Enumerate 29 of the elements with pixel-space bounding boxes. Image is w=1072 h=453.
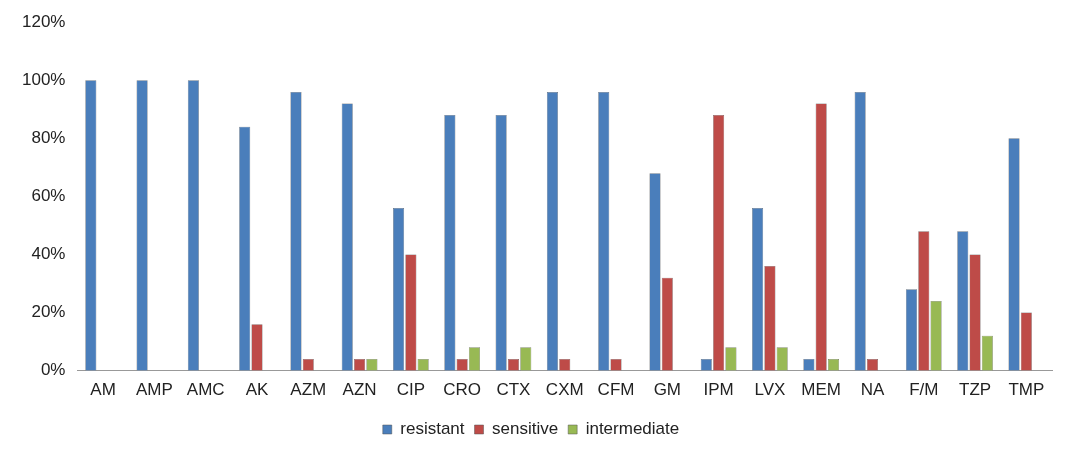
y-tick-label: 20% [31,302,66,322]
x-tick-label: TMP [1008,380,1045,400]
legend-label: resistant [400,419,465,439]
x-tick-label: TZP [959,380,992,400]
y-tick-label: 0% [40,360,66,380]
x-tick-label: IPM [703,380,734,400]
x-tick-label: LVX [754,380,786,400]
x-tick-label: AMC [186,380,225,400]
x-tick-label: AM [90,380,116,400]
x-tick-label: AZN [342,380,377,400]
x-tick-label: AK [245,380,269,400]
y-tick-label: 40% [31,244,66,264]
x-tick-label: CXM [545,380,584,400]
x-tick-label: CIP [396,380,426,400]
y-tick-label: 80% [31,128,66,148]
y-tick-label: 60% [31,186,66,206]
x-tick-label: MEM [801,380,842,400]
x-tick-label: AZM [290,380,327,400]
x-tick-label: CFM [597,380,635,400]
legend-label: intermediate [585,419,680,439]
y-tick-label: 120% [22,11,66,31]
x-tick-label: AMP [135,380,173,400]
x-tick-label: GM [653,380,682,400]
x-tick-label: NA [860,380,885,400]
x-tick-label: F/M [909,380,939,400]
y-tick-label: 100% [22,69,66,89]
x-tick-label: CTX [496,380,531,400]
x-tick-label: CRO [443,380,482,400]
legend-label: sensitive [492,419,559,439]
